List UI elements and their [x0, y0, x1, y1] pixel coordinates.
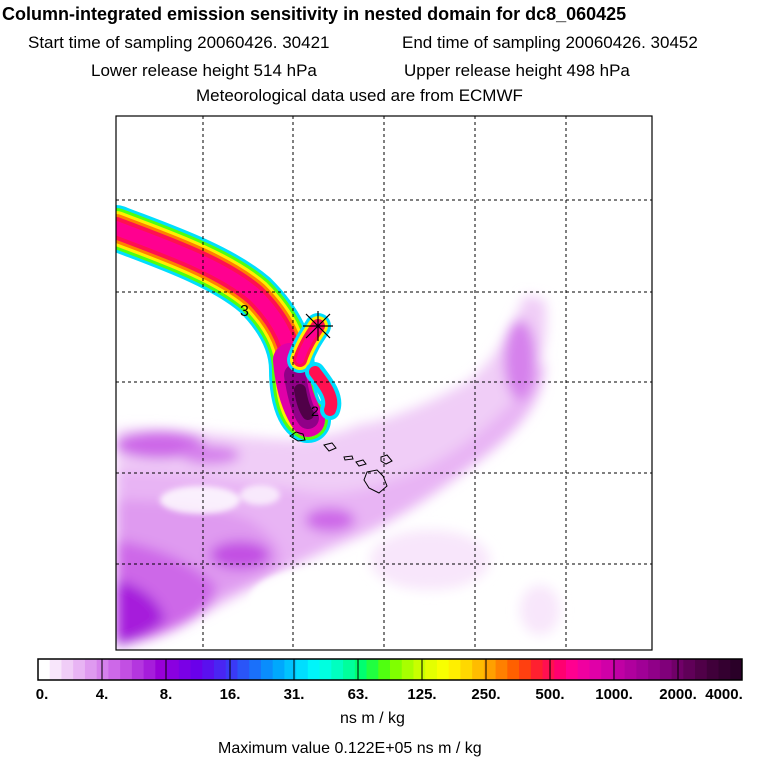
colorbar-tick-label: 0.: [35, 686, 49, 703]
max-value-label: Maximum value 0.122E+05 ns m / kg: [218, 740, 482, 757]
colorbar-tick-label: 500.: [535, 686, 565, 703]
colorbar-segment: [143, 659, 156, 680]
colorbar-segment: [319, 659, 332, 680]
map-title: Column-integrated emission sensitivity i…: [2, 4, 627, 24]
colorbar-segment: [202, 659, 215, 680]
colorbar-segment: [695, 659, 708, 680]
colorbar-segment: [730, 659, 743, 680]
colorbar-tick-label: 4000.: [705, 686, 743, 703]
islands: [289, 431, 393, 494]
colorbar-segment: [84, 659, 98, 680]
colorbar-tick-label: 250.: [471, 686, 501, 703]
colorbar-segment: [167, 659, 180, 680]
colorbar-segment: [659, 659, 673, 680]
colorbar-segment: [483, 659, 497, 680]
colorbar-segment: [648, 659, 661, 680]
colorbar-segment: [120, 659, 133, 680]
colorbar-segment: [284, 659, 297, 680]
release-point-star: [303, 311, 333, 341]
colorbar-segment: [260, 659, 274, 680]
colorbar-segment: [542, 659, 555, 680]
colorbar-segment: [108, 659, 121, 680]
colorbar-tick-label: 31.: [283, 686, 305, 703]
map-frame: [115, 115, 653, 651]
map-panel: 3 2: [115, 115, 653, 651]
colorbar-units: ns m / kg: [340, 710, 405, 727]
end-time-label: End time of sampling 20060426. 30452: [402, 33, 698, 52]
met-data-label: Meteorological data used are from ECMWF: [196, 86, 523, 105]
colorbar-segment: [96, 659, 109, 680]
colorbar-segment: [249, 659, 262, 680]
colorbar-segment: [612, 659, 626, 680]
lower-release-height-label: Lower release height 514 hPa: [91, 61, 317, 80]
colorbar-tick-label: 8.: [159, 686, 173, 703]
colorbar-segment: [706, 659, 720, 680]
colorbar-segment: [61, 659, 74, 680]
colorbar-segment: [237, 659, 250, 680]
colorbar-segment: [425, 659, 438, 680]
colorbar-segment: [413, 659, 426, 680]
colorbar-segment: [401, 659, 414, 680]
plume-gaps: [160, 485, 370, 630]
colorbar-segment: [636, 659, 649, 680]
colorbar-segment: [718, 659, 731, 680]
colorbar-segment: [601, 659, 614, 680]
colorbar-tick-label: 125.: [407, 686, 437, 703]
colorbar-tick-label: 63.: [347, 686, 369, 703]
colorbar-segment: [272, 659, 285, 680]
upper-release-height-label: Upper release height 498 hPa: [404, 61, 630, 80]
colorbar-segment: [49, 659, 62, 680]
colorbar-tick-label: 4.: [95, 686, 109, 703]
colorbar-tick-label: 1000.: [595, 686, 633, 703]
colorbar-segment: [307, 659, 321, 680]
colorbar-segment: [624, 659, 637, 680]
colorbar-segment: [683, 659, 696, 680]
colorbar-segment: [296, 659, 309, 680]
colorbar-segment: [519, 659, 532, 680]
colorbar-frame: [37, 658, 743, 681]
colorbar-segment: [38, 659, 51, 680]
colorbar-segment: [554, 659, 567, 680]
colorbar-segment: [131, 659, 145, 680]
colorbar-segment: [73, 659, 86, 680]
colorbar-segment: [343, 659, 356, 680]
colorbar-segment: [214, 659, 227, 680]
colorbar-segment: [577, 659, 590, 680]
colorbar-segment: [390, 659, 403, 680]
colorbar-segment: [331, 659, 344, 680]
colorbar-segment: [190, 659, 203, 680]
colorbar-segment: [530, 659, 544, 680]
colorbar-segment: [436, 659, 450, 680]
colorbar-segment: [460, 659, 473, 680]
southern-plume: [116, 295, 560, 648]
contour-label-2: 2: [311, 403, 319, 419]
colorbar-segment: [448, 659, 461, 680]
colorbar-segment: [495, 659, 508, 680]
colorbar-segment: [178, 659, 192, 680]
colorbar-segment: [566, 659, 579, 680]
colorbar-segment: [472, 659, 485, 680]
colorbar-segment: [378, 659, 391, 680]
colorbar-segment: [354, 659, 368, 680]
contour-label-3: 3: [240, 303, 249, 320]
trajectory-band: [116, 205, 331, 443]
graticule: [116, 116, 652, 650]
colorbar-segment: [155, 659, 168, 680]
colorbar-segment: [366, 659, 379, 680]
colorbar-segment: [507, 659, 520, 680]
colorbar-segment: [225, 659, 238, 680]
colorbar: [37, 658, 743, 681]
colorbar-tick-label: 16.: [219, 686, 241, 703]
start-time-label: Start time of sampling 20060426. 30421: [28, 33, 330, 52]
colorbar-tick-label: 2000.: [659, 686, 697, 703]
colorbar-segment: [589, 659, 602, 680]
